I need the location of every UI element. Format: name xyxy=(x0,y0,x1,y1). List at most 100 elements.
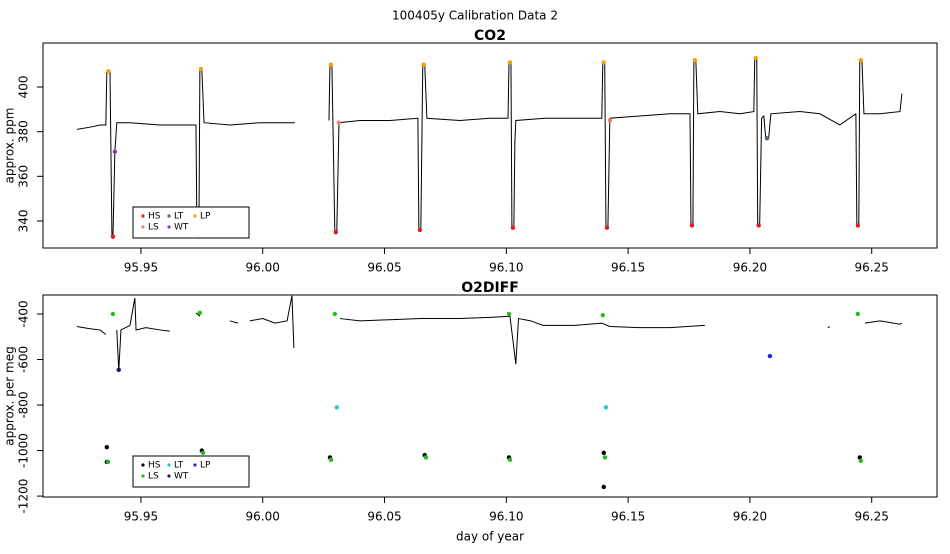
data-point xyxy=(857,455,862,460)
x-tick-label: 96.10 xyxy=(489,510,523,524)
data-point xyxy=(328,62,334,67)
y-tick-label: 400 xyxy=(17,76,31,99)
page-title: 100405y Calibration Data 2 xyxy=(392,9,558,23)
legend-label: LP xyxy=(200,212,211,222)
legend-label: HS xyxy=(148,212,161,222)
data-point xyxy=(607,118,613,123)
data-point xyxy=(332,311,338,317)
x-tick-label: 96.00 xyxy=(246,261,280,275)
legend-marker xyxy=(167,225,171,229)
y-tick-label: 380 xyxy=(17,120,31,143)
data-point xyxy=(105,459,111,465)
y-tick-label: -600 xyxy=(17,346,31,373)
plot-frame xyxy=(42,294,938,498)
data-point xyxy=(110,234,116,239)
legend-label: LS xyxy=(148,472,159,482)
data-point xyxy=(106,69,111,74)
legend-label: HS xyxy=(148,461,161,471)
data-point xyxy=(421,62,426,67)
panel-title: CO2 xyxy=(474,28,506,44)
data-point xyxy=(858,57,863,63)
x-tick-label: 96.00 xyxy=(246,510,280,524)
data-point xyxy=(507,60,513,65)
data-point xyxy=(417,227,423,233)
legend-marker xyxy=(141,225,145,229)
data-point xyxy=(858,458,863,464)
y-axis-label: approx. per meg xyxy=(3,346,17,445)
data-point xyxy=(110,311,116,317)
x-tick-label: 96.15 xyxy=(611,261,645,275)
y-tick-label: -1000 xyxy=(17,433,31,468)
panel: O2DIFF approx. per meg day of year 95.95 96.… xyxy=(3,280,938,544)
data-point xyxy=(336,120,342,125)
data-point xyxy=(603,405,609,410)
legend-marker xyxy=(193,463,197,467)
data-point xyxy=(333,229,339,235)
data-point xyxy=(423,455,429,460)
data-point xyxy=(506,311,512,317)
data-point xyxy=(600,312,605,318)
data-point xyxy=(601,484,606,490)
legend-marker xyxy=(141,214,145,218)
data-point xyxy=(601,450,606,456)
legend-marker xyxy=(141,463,145,467)
y-tick-label: 360 xyxy=(17,165,31,188)
y-tick-label: -800 xyxy=(17,391,31,418)
x-tick-label: 95.95 xyxy=(124,261,158,275)
x-tick-label: 96.25 xyxy=(855,261,889,275)
data-point xyxy=(764,136,770,141)
y-tick-label: -400 xyxy=(17,300,31,327)
data-point xyxy=(855,311,861,317)
legend-marker xyxy=(193,214,197,218)
x-tick-label: 96.15 xyxy=(611,510,645,524)
x-tick-label: 96.05 xyxy=(367,510,401,524)
data-point xyxy=(767,353,773,359)
legend-marker xyxy=(167,474,171,478)
legend-marker xyxy=(141,474,145,478)
data-point xyxy=(692,57,698,63)
data-point xyxy=(334,405,339,410)
data-point xyxy=(328,457,334,462)
data-point xyxy=(104,444,110,450)
data-point xyxy=(510,225,516,230)
legend-label: LS xyxy=(148,223,159,233)
data-point xyxy=(198,66,204,72)
data-point xyxy=(601,60,606,65)
data-line xyxy=(76,57,903,240)
x-axis-label: day of year xyxy=(456,530,524,544)
x-tick-label: 96.10 xyxy=(489,261,523,275)
data-point xyxy=(689,223,695,228)
x-tick-label: 96.20 xyxy=(733,261,767,275)
x-tick-label: 96.25 xyxy=(855,510,889,524)
x-tick-label: 95.95 xyxy=(124,510,158,524)
panel-title: O2DIFF xyxy=(461,280,519,296)
data-point xyxy=(855,223,861,228)
data-line xyxy=(76,295,903,371)
legend-label: WT xyxy=(174,472,189,482)
panel: CO2 approx. ppm 95.95 96.00 96.05 96.10 96.15 9… xyxy=(3,28,938,275)
legend-label: LP xyxy=(200,461,211,471)
data-point xyxy=(756,223,761,228)
data-point xyxy=(604,225,610,230)
legend-label: LT xyxy=(174,461,184,471)
x-tick-label: 96.05 xyxy=(367,261,401,275)
legend-box xyxy=(132,206,250,239)
plot-area xyxy=(76,55,903,240)
data-point xyxy=(197,310,203,316)
y-tick-label: -1200 xyxy=(17,479,31,514)
legend-label: WT xyxy=(174,223,189,233)
plot-frame xyxy=(42,42,938,249)
legend-label: LT xyxy=(174,212,184,222)
legend-marker xyxy=(167,463,171,467)
data-point xyxy=(116,367,121,372)
data-point xyxy=(200,450,206,456)
data-point xyxy=(112,149,118,154)
y-tick-label: 340 xyxy=(17,210,31,233)
legend-marker xyxy=(167,214,171,218)
x-tick-label: 96.20 xyxy=(733,510,767,524)
data-point xyxy=(602,455,608,460)
y-axis-label: approx. ppm xyxy=(3,108,17,184)
legend-box xyxy=(132,455,250,488)
